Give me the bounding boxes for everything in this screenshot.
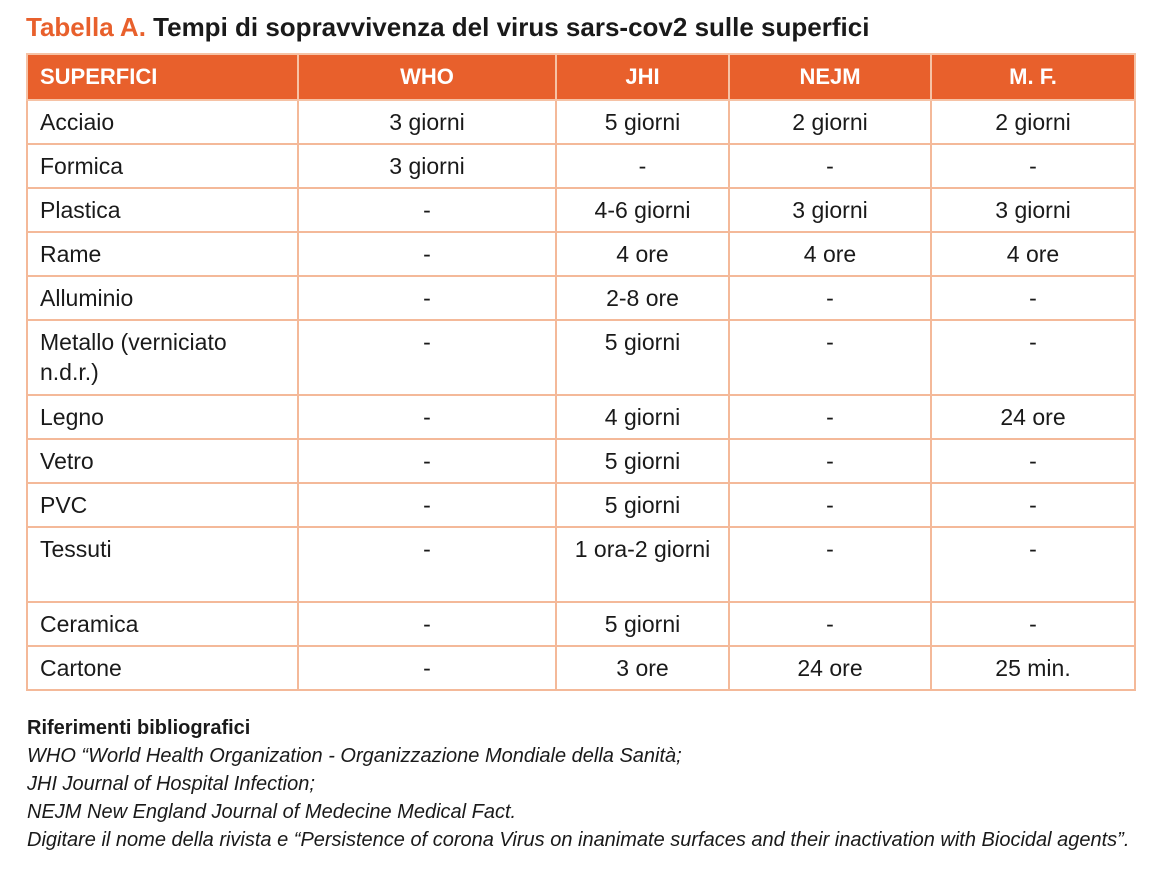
- surface-name: Cartone: [26, 645, 299, 691]
- table-row: Ceramica - 5 giorni - -: [26, 601, 1136, 647]
- table-cell: -: [297, 275, 557, 321]
- table-cell: 4 giorni: [555, 394, 730, 440]
- surface-name: Ceramica: [26, 601, 299, 647]
- surface-name: Alluminio: [26, 275, 299, 321]
- surface-name: Acciaio: [26, 99, 299, 145]
- table-cell: -: [930, 438, 1136, 484]
- reference-jhi: JHI Journal of Hospital Infection;: [27, 773, 315, 795]
- table-cell: 5 giorni: [555, 482, 730, 528]
- table-title-prefix: Tabella A.: [26, 12, 146, 42]
- table-cell: -: [297, 438, 557, 484]
- table-cell: 5 giorni: [555, 99, 730, 145]
- table-cell: -: [728, 438, 932, 484]
- table-row: PVC - 5 giorni - -: [26, 482, 1136, 528]
- table-cell: -: [728, 275, 932, 321]
- table-cell: 2-8 ore: [555, 275, 730, 321]
- table-cell: 3 giorni: [297, 99, 557, 145]
- table-cell: 1 ora-2 giorni: [555, 526, 730, 603]
- surface-name: Metallo (verniciato n.d.r.): [26, 319, 299, 396]
- references-heading: Riferimenti bibliografici: [27, 717, 251, 739]
- table-cell: 5 giorni: [555, 601, 730, 647]
- table-cell: 4 ore: [930, 231, 1136, 277]
- table-cell: -: [728, 319, 932, 396]
- reference-note: Digitare il nome della rivista e “Persis…: [27, 829, 1130, 851]
- surface-name: Tessuti: [26, 526, 299, 603]
- surface-name: Plastica: [26, 187, 299, 233]
- table-cell: 4 ore: [555, 231, 730, 277]
- table-cell: 25 min.: [930, 645, 1136, 691]
- table-cell: 3 giorni: [297, 143, 557, 189]
- table-cell: 24 ore: [930, 394, 1136, 440]
- table-row: Plastica - 4-6 giorni 3 giorni 3 giorni: [26, 187, 1136, 233]
- surface-name: Legno: [26, 394, 299, 440]
- table-cell: 2 giorni: [930, 99, 1136, 145]
- table-row: Rame - 4 ore 4 ore 4 ore: [26, 231, 1136, 277]
- table-row: Vetro - 5 giorni - -: [26, 438, 1136, 484]
- table-cell: -: [930, 601, 1136, 647]
- table-header-row: SUPERFICI WHO JHI NEJM M. F.: [26, 53, 1136, 101]
- table-title: Tabella A. Tempi di sopravvivenza del vi…: [26, 12, 869, 43]
- table-cell: 5 giorni: [555, 319, 730, 396]
- column-header-jhi: JHI: [555, 53, 730, 101]
- table-cell: -: [728, 143, 932, 189]
- table-row: Cartone - 3 ore 24 ore 25 min.: [26, 645, 1136, 691]
- table-cell: 4 ore: [728, 231, 932, 277]
- table-cell: -: [930, 275, 1136, 321]
- table-cell: -: [930, 143, 1136, 189]
- column-header-mf: M. F.: [930, 53, 1136, 101]
- table-cell: -: [728, 482, 932, 528]
- column-header-superfici: SUPERFICI: [26, 53, 299, 101]
- reference-who: WHO “World Health Organization - Organiz…: [27, 745, 682, 767]
- table-cell: -: [297, 231, 557, 277]
- table-cell: -: [297, 601, 557, 647]
- table-cell: -: [297, 482, 557, 528]
- table-row: Legno - 4 giorni - 24 ore: [26, 394, 1136, 440]
- references-section: Riferimenti bibliografici WHO “World Hea…: [27, 714, 1137, 854]
- table-cell: -: [930, 482, 1136, 528]
- table-row: Formica 3 giorni - - -: [26, 143, 1136, 189]
- table-row: Alluminio - 2-8 ore - -: [26, 275, 1136, 321]
- table-title-text: Tempi di sopravvivenza del virus sars-co…: [153, 12, 870, 42]
- table-cell: -: [297, 319, 557, 396]
- table-cell: 3 ore: [555, 645, 730, 691]
- surface-name: PVC: [26, 482, 299, 528]
- surface-name: Rame: [26, 231, 299, 277]
- table-cell: 5 giorni: [555, 438, 730, 484]
- surface-name: Vetro: [26, 438, 299, 484]
- table-cell: -: [728, 526, 932, 603]
- table-cell: -: [297, 187, 557, 233]
- survival-times-table: SUPERFICI WHO JHI NEJM M. F. Acciaio 3 g…: [26, 53, 1136, 691]
- table-cell: -: [728, 394, 932, 440]
- table-row: Metallo (verniciato n.d.r.) - 5 giorni -…: [26, 319, 1136, 396]
- table-cell: -: [555, 143, 730, 189]
- table-row: Acciaio 3 giorni 5 giorni 2 giorni 2 gio…: [26, 99, 1136, 145]
- column-header-who: WHO: [297, 53, 557, 101]
- table-cell: -: [297, 526, 557, 603]
- table-cell: -: [728, 601, 932, 647]
- table-cell: 4-6 giorni: [555, 187, 730, 233]
- table-cell: -: [297, 394, 557, 440]
- table-cell: -: [297, 645, 557, 691]
- table-cell: -: [930, 526, 1136, 603]
- table-cell: 3 giorni: [728, 187, 932, 233]
- table-cell: 3 giorni: [930, 187, 1136, 233]
- table-cell: -: [930, 319, 1136, 396]
- table-cell: 24 ore: [728, 645, 932, 691]
- table-cell: 2 giorni: [728, 99, 932, 145]
- surface-name: Formica: [26, 143, 299, 189]
- column-header-nejm: NEJM: [728, 53, 932, 101]
- reference-nejm: NEJM New England Journal of Medecine Med…: [27, 801, 517, 823]
- table-row: Tessuti - 1 ora-2 giorni - -: [26, 526, 1136, 603]
